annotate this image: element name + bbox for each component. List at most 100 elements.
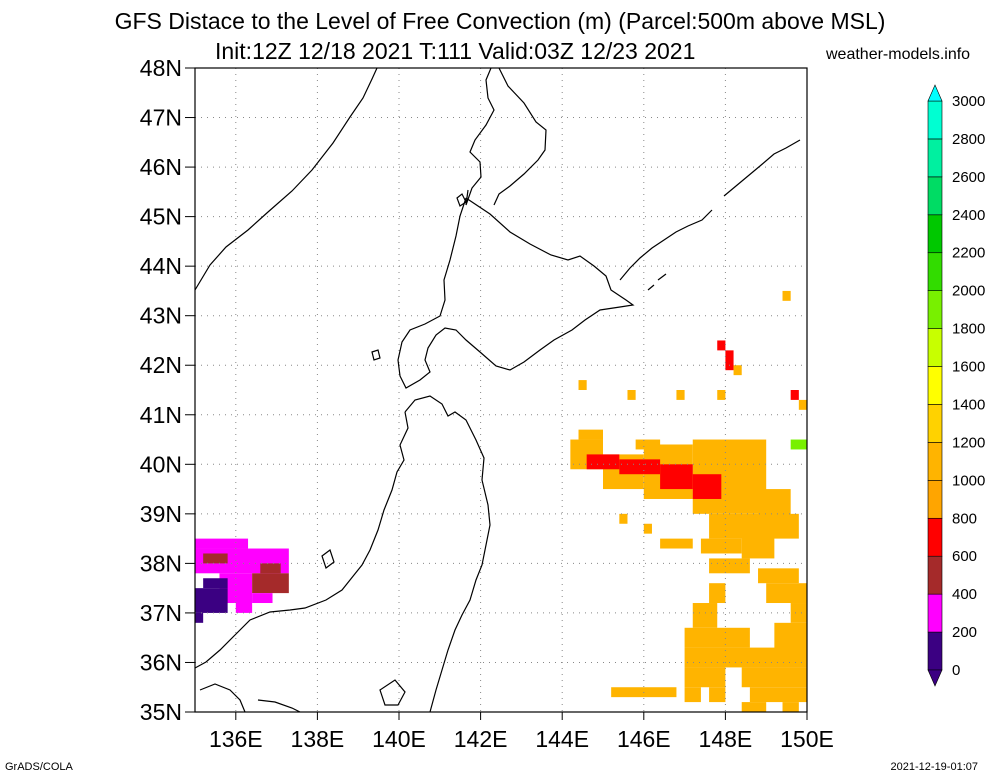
lon-label: 136E <box>209 726 263 752</box>
lfc-cell <box>260 563 281 574</box>
sakhalin-coast <box>465 68 547 206</box>
lfc-cell <box>790 603 807 623</box>
lat-label: 48N <box>140 55 182 81</box>
lat-label: 39N <box>140 501 182 527</box>
site-credit: weather-models.info <box>826 46 971 63</box>
colorbar-label: 1200 <box>952 434 985 451</box>
kyushu-shikoku-coast <box>199 683 301 712</box>
lfc-cell <box>203 553 228 564</box>
lfc-cell <box>252 573 289 594</box>
colorbar-label: 600 <box>952 548 977 565</box>
colorbar-label: 2200 <box>952 245 985 262</box>
lfc-cell <box>643 523 652 534</box>
colorbar-segment <box>927 100 943 140</box>
lfc-cell <box>635 439 661 450</box>
lon-label: 142E <box>454 726 508 752</box>
footer-software: GrADS/COLA <box>5 761 73 773</box>
lon-label: 138E <box>291 726 345 752</box>
lfc-cell <box>252 593 273 604</box>
lon-label: 146E <box>617 726 671 752</box>
footer-timestamp: 2021-12-19-01:07 <box>890 761 978 773</box>
colorbar-label: 400 <box>952 586 977 603</box>
lfc-cell <box>660 464 693 490</box>
lat-label: 35N <box>140 699 182 725</box>
lfc-cell <box>619 513 628 524</box>
chart-title: GFS Distace to the Level of Free Convect… <box>114 8 886 34</box>
lfc-cell <box>717 390 726 400</box>
lat-label: 42N <box>140 352 182 378</box>
lfc-cell <box>749 687 807 703</box>
lat-label: 47N <box>140 105 182 131</box>
lat-label: 38N <box>140 550 182 576</box>
chart-subtitle: Init:12Z 12/18 2021 T:111 Valid:03Z 12/2… <box>215 38 696 64</box>
colorbar-segment <box>927 442 943 481</box>
lfc-cell <box>790 390 799 400</box>
colorbar-label: 0 <box>952 662 960 679</box>
island-sado <box>321 549 335 569</box>
lfc-cell <box>733 365 742 376</box>
lon-label: 150E <box>780 726 834 752</box>
colorbar-segment <box>927 555 943 595</box>
lfc-cell <box>235 598 253 613</box>
lfc-cell <box>700 538 742 554</box>
colorbar-segment <box>927 631 943 671</box>
lfc-cell <box>684 687 701 703</box>
lfc-cell <box>195 538 249 549</box>
lon-label: 140E <box>372 726 426 752</box>
colorbar-label: 2600 <box>952 169 985 186</box>
lat-label: 44N <box>140 253 182 279</box>
lfc-cell <box>692 474 722 499</box>
colorbar-label: 2800 <box>952 131 985 148</box>
lfc-cell <box>790 439 807 450</box>
colorbar-segment <box>927 252 943 291</box>
colorbar-segment <box>927 480 943 519</box>
lfc-cell <box>684 627 750 648</box>
lfc-cell <box>660 538 693 549</box>
colorbar-label: 1600 <box>952 359 985 376</box>
colorbar-segment <box>927 404 943 443</box>
lfc-cell <box>692 603 718 628</box>
lat-label: 40N <box>140 451 182 477</box>
colorbar-segment <box>927 138 943 178</box>
colorbar: 0 200 400 600 800 1000 1200 1400 1600 1800 2000 220… <box>927 84 985 687</box>
colorbar-segment <box>927 366 943 405</box>
colorbar-label: 200 <box>952 624 977 641</box>
lat-label: 43N <box>140 303 182 329</box>
lfc-cell <box>676 390 685 400</box>
colorbar-label: 1000 <box>952 472 985 489</box>
lat-label: 37N <box>140 600 182 626</box>
colorbar-segment <box>927 214 943 254</box>
latitude-labels: 48N 47N 46N 45N 44N 43N 42N 41N 40N 39N 38N 37N 36N 3… <box>140 55 195 725</box>
colorbar-max-arrow <box>927 84 943 102</box>
colorbar-segment <box>927 593 943 633</box>
lon-label: 148E <box>699 726 753 752</box>
lat-label: 45N <box>140 204 182 230</box>
colorbar-label: 1400 <box>952 396 985 413</box>
lfc-cell <box>586 454 620 470</box>
lfc-cell <box>195 588 228 613</box>
colorbar-segment <box>927 176 943 216</box>
colorbar-min-arrow <box>927 669 943 687</box>
lfc-cell <box>195 612 204 623</box>
coastline-layer <box>195 68 801 712</box>
lfc-cell <box>709 583 726 604</box>
lfc-cell <box>766 583 807 604</box>
colorbar-label: 800 <box>952 510 977 527</box>
lfc-cell <box>684 667 726 688</box>
colorbar-segment <box>927 290 943 329</box>
lon-label: 144E <box>535 726 589 752</box>
island-rishiri <box>456 193 467 207</box>
lfc-cell <box>758 568 799 584</box>
longitude-labels: 136E 138E 140E 142E 144E 146E 148E 150E <box>209 712 834 752</box>
colorbar-label: 3000 <box>952 93 985 110</box>
lfc-cell <box>741 667 807 688</box>
honshu-north-coast <box>404 395 491 712</box>
lfc-cell <box>717 340 726 351</box>
hokkaido-coast <box>397 197 635 389</box>
colorbar-segment <box>927 328 943 367</box>
lfc-cell <box>627 390 636 400</box>
lfc-cell <box>741 528 775 559</box>
colorbar-label: 1800 <box>952 321 985 338</box>
island-west-kyushu <box>379 679 406 706</box>
island-okushiri <box>371 349 381 361</box>
